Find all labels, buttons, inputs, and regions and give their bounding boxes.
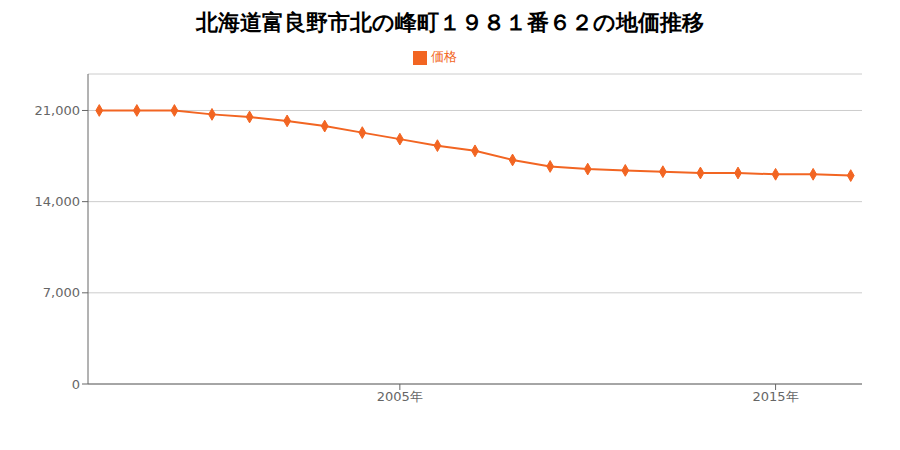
html-text:価格: 価格	[431, 49, 457, 64]
svg-text:0: 0	[72, 377, 80, 392]
svg-text:7,000: 7,000	[43, 285, 80, 300]
svg-text:21,000: 21,000	[35, 103, 81, 118]
svg-text:14,000: 14,000	[35, 194, 81, 209]
html-text:北海道富良野市北の峰町１９８１番６２の地価推移: 北海道富良野市北の峰町１９８１番６２の地価推移	[196, 10, 704, 35]
svg-text:2015年: 2015年	[753, 389, 799, 404]
svg-text:2005年: 2005年	[377, 389, 423, 404]
